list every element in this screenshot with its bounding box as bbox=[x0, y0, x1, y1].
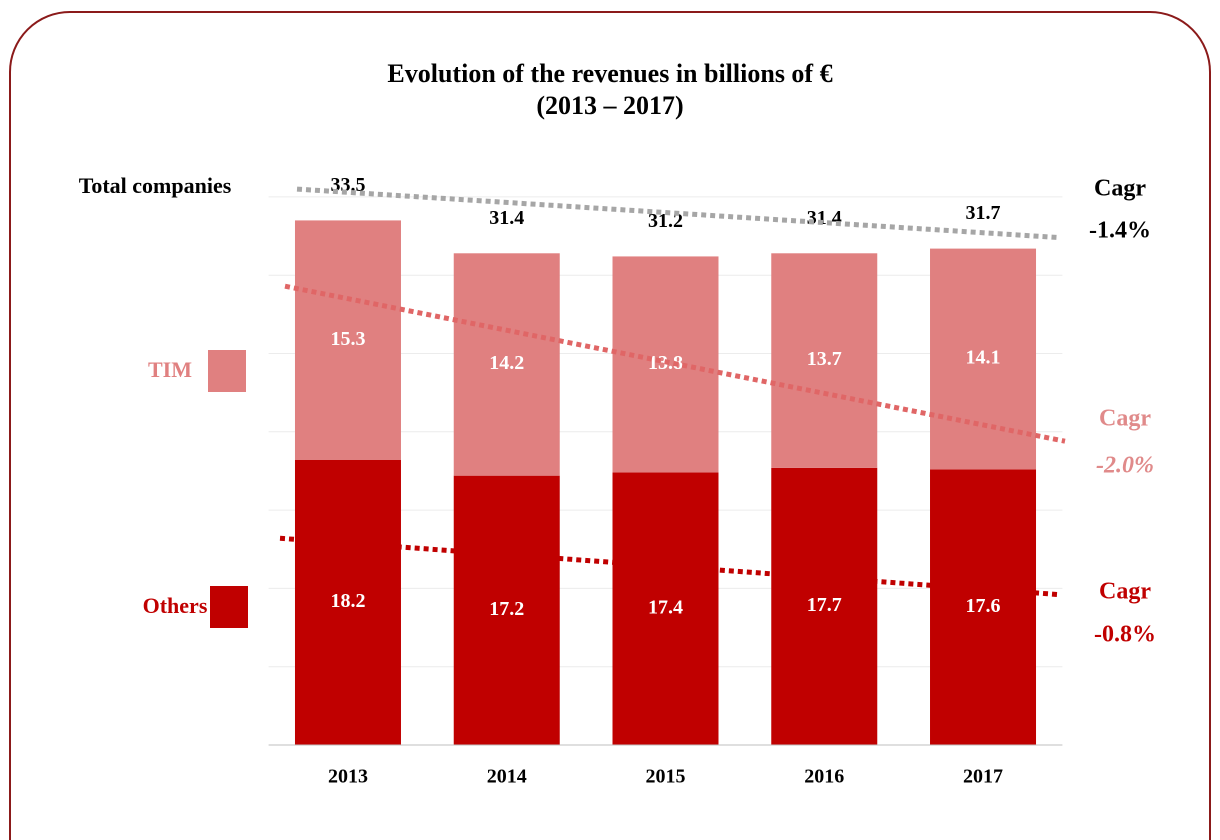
x-tick-label: 2017 bbox=[963, 766, 1003, 788]
legend-label: TIM bbox=[148, 357, 192, 382]
value-label: 17.2 bbox=[489, 598, 524, 620]
value-label: 15.3 bbox=[330, 328, 365, 350]
value-label: 17.4 bbox=[648, 596, 683, 618]
bar-segment bbox=[612, 256, 719, 473]
chart-title: Evolution of the revenues in billions of… bbox=[387, 59, 832, 88]
cagr-value: -2.0% bbox=[1096, 453, 1154, 479]
value-label: 17.6 bbox=[966, 595, 1001, 617]
total-label: 31.7 bbox=[966, 202, 1001, 224]
trend-line bbox=[284, 283, 1066, 444]
cagr-value: -1.4% bbox=[1089, 218, 1151, 244]
frame bbox=[9, 11, 1211, 840]
x-tick-label: 2014 bbox=[487, 766, 527, 788]
bar-segment bbox=[771, 253, 878, 468]
cagr-value: -0.8% bbox=[1094, 622, 1156, 648]
trend-line bbox=[296, 186, 1061, 241]
total-label: 31.4 bbox=[807, 207, 842, 229]
total-label: 31.4 bbox=[489, 207, 524, 229]
bar-segment bbox=[294, 459, 401, 745]
value-label: 14.2 bbox=[489, 352, 524, 374]
chart-subtitle: (2013 – 2017) bbox=[536, 91, 683, 120]
bar-segment bbox=[453, 253, 560, 476]
cagr-title: Cagr bbox=[1099, 406, 1151, 432]
total-label: 33.5 bbox=[330, 174, 365, 196]
value-label: 13.7 bbox=[807, 348, 842, 370]
bar-segment bbox=[930, 469, 1037, 745]
cagr-title: Cagr bbox=[1094, 176, 1146, 202]
legend-label: Total companies bbox=[79, 173, 232, 198]
x-tick-label: 2016 bbox=[804, 766, 844, 788]
bar-segment bbox=[771, 467, 878, 745]
x-tick-label: 2013 bbox=[328, 766, 368, 788]
legend-swatch bbox=[210, 586, 248, 628]
trend-line bbox=[279, 535, 1061, 598]
bar-segment bbox=[453, 475, 560, 745]
x-tick-label: 2015 bbox=[646, 766, 686, 788]
value-label: 18.2 bbox=[330, 590, 365, 612]
legend-label: Others bbox=[143, 593, 208, 618]
legend-swatch bbox=[208, 350, 246, 392]
value-label: 14.1 bbox=[966, 347, 1001, 369]
bar-segment bbox=[612, 472, 719, 745]
bar-segment bbox=[294, 220, 401, 460]
cagr-title: Cagr bbox=[1099, 579, 1151, 605]
value-label: 17.7 bbox=[807, 594, 842, 616]
